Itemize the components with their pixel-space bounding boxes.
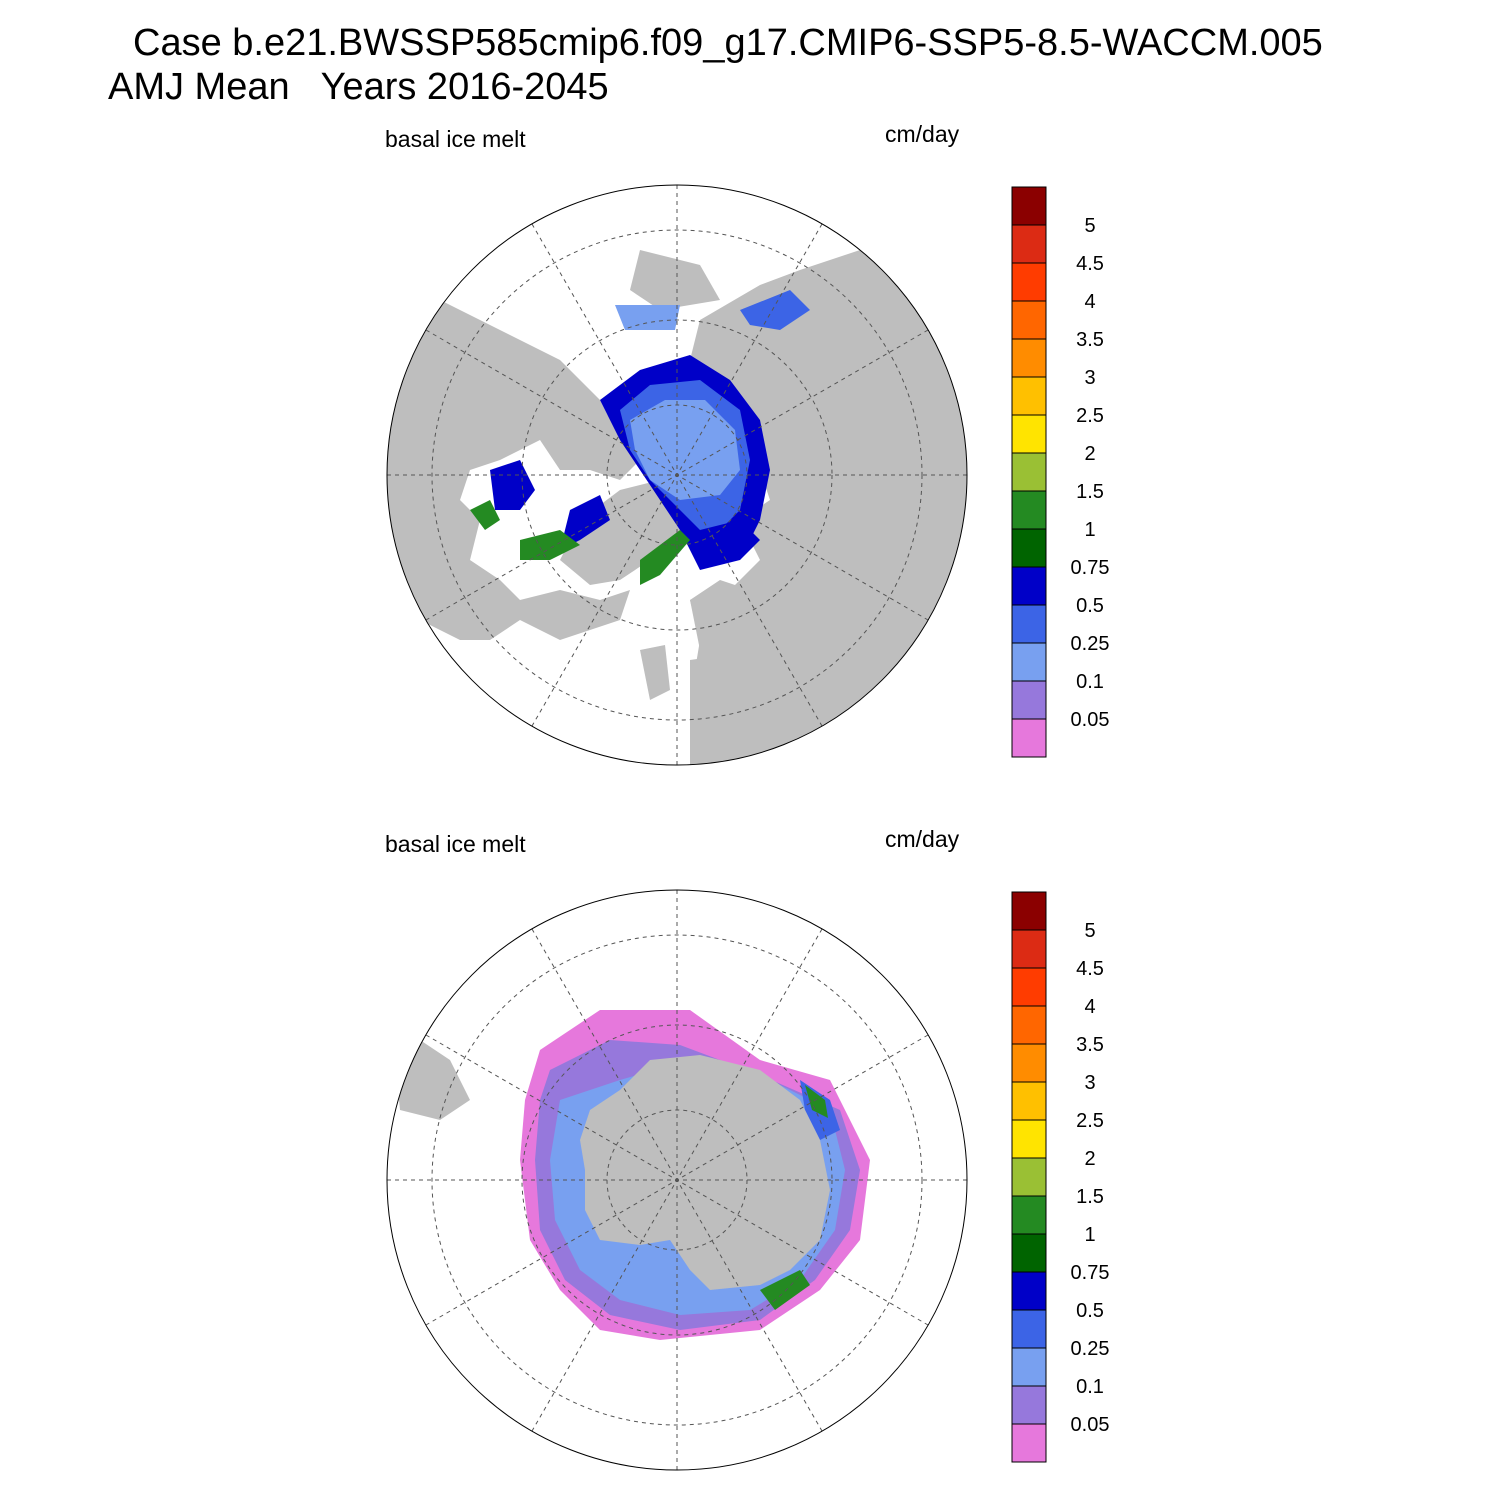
south-colorbar-label: 1 — [1084, 1224, 1095, 1246]
main-title-line2: AMJ Mean Years 2016-2045 — [108, 66, 609, 108]
south-panel-units: cm/day — [885, 826, 960, 852]
north-panel-units: cm/day — [885, 121, 960, 147]
north-polar-map — [386, 184, 968, 766]
south-colorbar-label: 5 — [1084, 920, 1095, 942]
north-colorbar-box — [1011, 490, 1047, 530]
south-colorbar-box — [1011, 1423, 1047, 1463]
north-colorbar-label: 5 — [1084, 215, 1095, 237]
north-colorbar-box — [1011, 262, 1047, 302]
north-colorbar-box — [1011, 604, 1047, 644]
north-colorbar: 5 4.5 4 3.5 3 2.5 2 1.5 1 0.75 0.5 0.25 0.1 0.05 — [1011, 186, 1110, 758]
north-colorbar-box — [1011, 566, 1047, 606]
south-colorbar-box — [1011, 891, 1047, 931]
main-title-line1: Case b.e21.BWSSP585cmip6.f09_g17.CMIP6-S… — [133, 22, 1323, 64]
north-colorbar-box — [1011, 528, 1047, 568]
north-melt-field — [470, 290, 810, 585]
south-colorbar-label: 0.5 — [1076, 1300, 1104, 1322]
north-colorbar-box — [1011, 300, 1047, 340]
north-colorbar-box — [1011, 186, 1047, 226]
south-colorbar-label: 0.75 — [1071, 1262, 1110, 1284]
south-colorbar-box — [1011, 1233, 1047, 1273]
south-colorbar-label: 4 — [1084, 996, 1095, 1018]
south-colorbar-label: 0.05 — [1071, 1414, 1110, 1436]
south-colorbar-label: 3.5 — [1076, 1034, 1104, 1056]
south-colorbar-label: 2.5 — [1076, 1110, 1104, 1132]
north-colorbar-label: 1 — [1084, 519, 1095, 541]
north-colorbar-label: 0.1 — [1076, 671, 1104, 693]
south-colorbar-box — [1011, 967, 1047, 1007]
antarctica-land — [580, 1055, 830, 1290]
south-graticule — [387, 890, 967, 1470]
south-colorbar-box — [1011, 1157, 1047, 1197]
south-colorbar-label: 0.25 — [1071, 1338, 1110, 1360]
north-colorbar-label: 0.75 — [1071, 557, 1110, 579]
south-polar-map — [386, 889, 968, 1471]
north-colorbar-label: 2.5 — [1076, 405, 1104, 427]
south-colorbar-box — [1011, 1119, 1047, 1159]
south-colorbar-box — [1011, 1309, 1047, 1349]
north-colorbar-box — [1011, 718, 1047, 758]
north-colorbar-box — [1011, 224, 1047, 264]
south-colorbar-box — [1011, 1081, 1047, 1121]
north-colorbar-label: 3.5 — [1076, 329, 1104, 351]
south-colorbar-box — [1011, 1347, 1047, 1387]
north-colorbar-label: 1.5 — [1076, 481, 1104, 503]
north-colorbar-label: 4 — [1084, 291, 1095, 313]
north-colorbar-label: 4.5 — [1076, 253, 1104, 275]
north-land — [387, 250, 967, 765]
south-colorbar-label: 1.5 — [1076, 1186, 1104, 1208]
south-colorbar-box — [1011, 929, 1047, 969]
south-colorbar-box — [1011, 1271, 1047, 1311]
south-colorbar-label: 4.5 — [1076, 958, 1104, 980]
north-colorbar-box — [1011, 414, 1047, 454]
south-colorbar-label: 2 — [1084, 1148, 1095, 1170]
north-colorbar-label: 2 — [1084, 443, 1095, 465]
north-colorbar-label: 3 — [1084, 367, 1095, 389]
south-colorbar-label: 0.1 — [1076, 1376, 1104, 1398]
south-colorbar-box — [1011, 1385, 1047, 1425]
north-colorbar-box — [1011, 376, 1047, 416]
south-america-land — [395, 1040, 470, 1120]
north-colorbar-box — [1011, 680, 1047, 720]
south-colorbar-box — [1011, 1195, 1047, 1235]
south-panel-label: basal ice melt — [385, 831, 526, 857]
north-colorbar-box — [1011, 642, 1047, 682]
north-panel-label: basal ice melt — [385, 126, 526, 152]
north-colorbar-label: 0.5 — [1076, 595, 1104, 617]
south-colorbar-label: 3 — [1084, 1072, 1095, 1094]
north-colorbar-label: 0.25 — [1071, 633, 1110, 655]
north-colorbar-label: 0.05 — [1071, 709, 1110, 731]
south-colorbar-box — [1011, 1043, 1047, 1083]
south-colorbar-box — [1011, 1005, 1047, 1045]
north-colorbar-box — [1011, 338, 1047, 378]
north-colorbar-box — [1011, 452, 1047, 492]
south-colorbar: 5 4.5 4 3.5 3 2.5 2 1.5 1 0.75 0.5 0.25 0.1 0.05 — [1011, 891, 1110, 1463]
north-graticule — [387, 185, 967, 765]
